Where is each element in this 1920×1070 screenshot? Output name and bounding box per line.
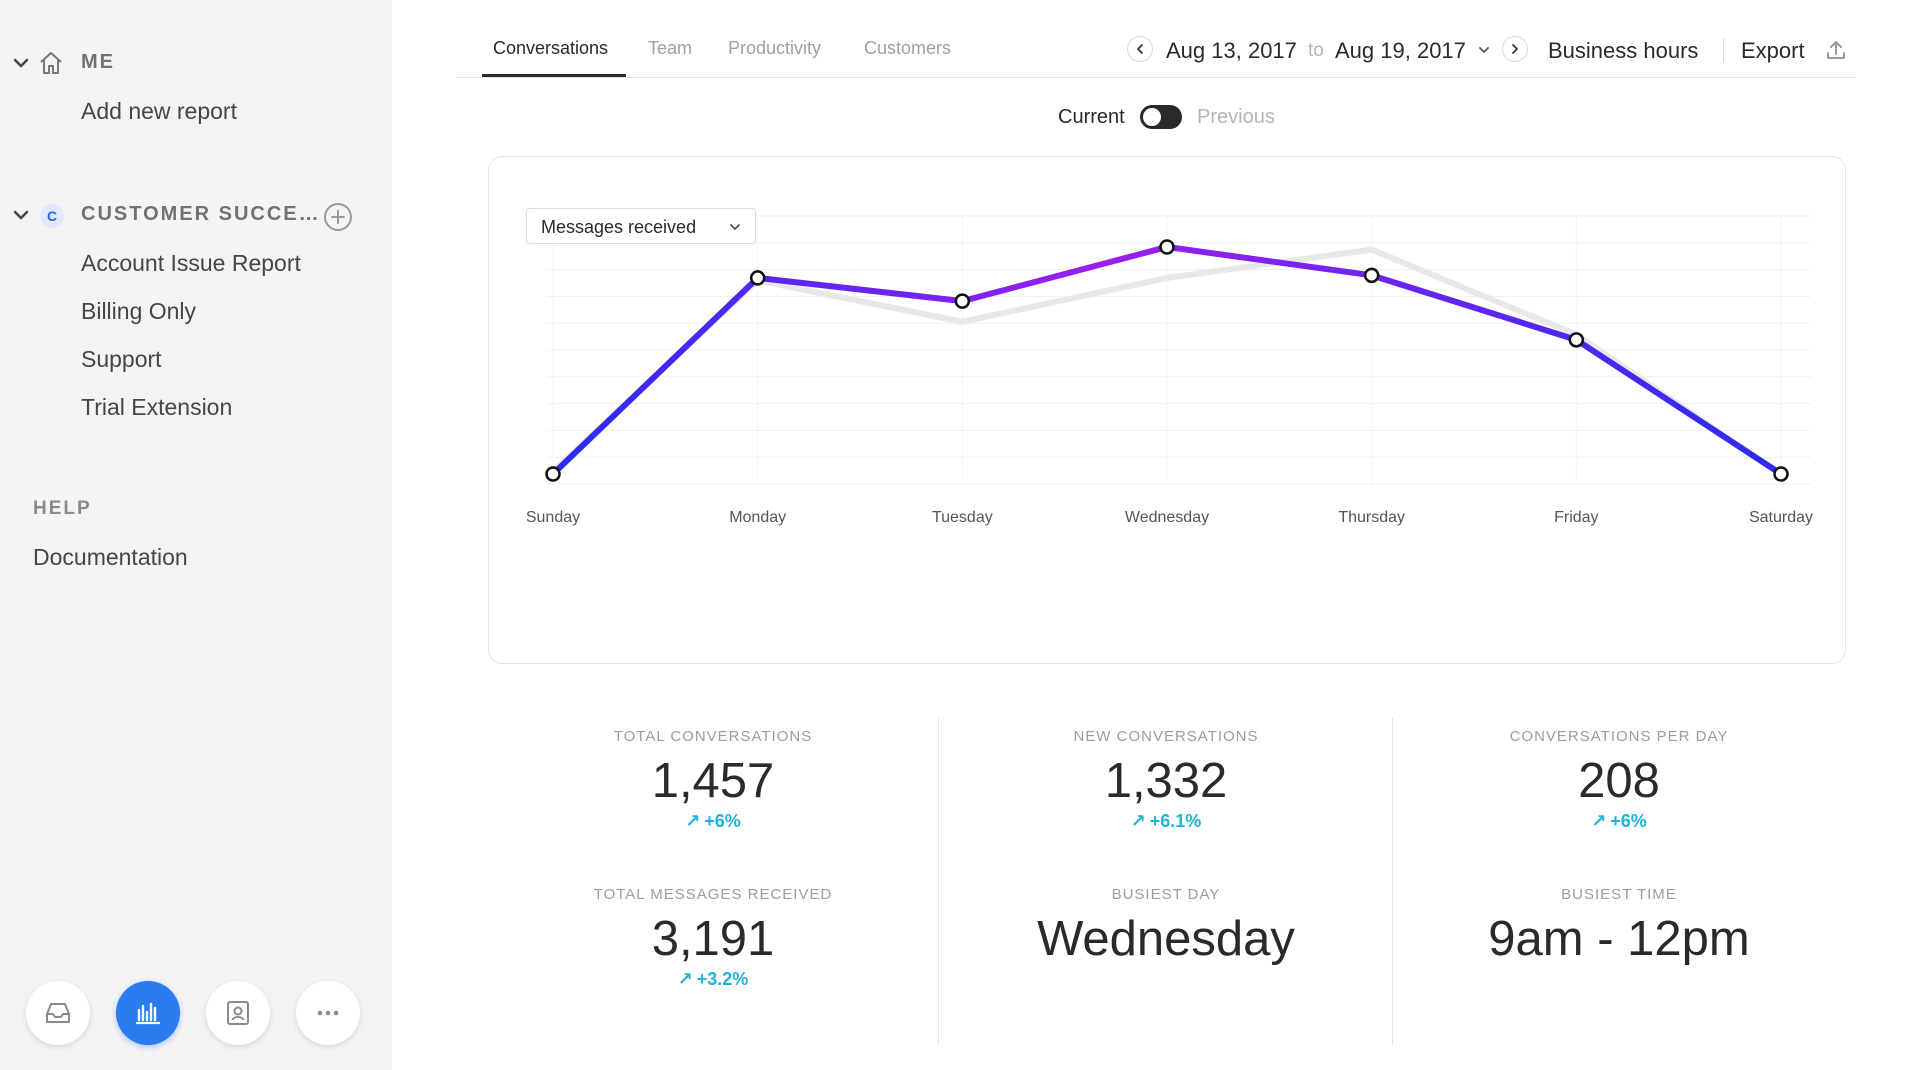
period-toggle[interactable]: [1140, 105, 1182, 129]
sidebar-item-billing-only[interactable]: Billing Only: [81, 298, 197, 324]
business-hours-filter[interactable]: Business hours: [1548, 38, 1699, 63]
upload-icon[interactable]: [1824, 38, 1848, 62]
toggle-knob: [1143, 108, 1161, 126]
tab-productivity[interactable]: Productivity: [728, 38, 822, 58]
sidebar-item-trial-extension[interactable]: Trial Extension: [81, 394, 233, 420]
tabs-divider: [456, 77, 1856, 78]
trend-up-icon: ↗: [685, 811, 701, 831]
app-dock: [26, 981, 366, 1047]
x-tick-label: Wednesday: [1125, 509, 1209, 526]
chevron-down-icon[interactable]: [1477, 43, 1491, 57]
sidebar-item-support[interactable]: Support: [81, 346, 162, 372]
add-circle-icon[interactable]: [322, 201, 354, 233]
data-point: [545, 466, 561, 482]
stat-label: NEW CONVERSATIONS: [1073, 728, 1259, 745]
trend-up-icon: ↗: [677, 969, 693, 989]
stat-delta: ↗ +3.2%: [487, 969, 939, 990]
home-icon: [40, 52, 62, 74]
next-week-button[interactable]: [1502, 36, 1528, 62]
tab-conversations[interactable]: Conversations: [493, 38, 609, 58]
current-period-label[interactable]: Current: [1058, 106, 1125, 128]
stat-delta: ↗ +6%: [1393, 811, 1845, 832]
previous-period-label[interactable]: Previous: [1197, 106, 1275, 128]
export-button[interactable]: Export: [1741, 38, 1805, 63]
stat-label: CONVERSATIONS PER DAY: [1509, 728, 1729, 745]
stat-value: 208: [1578, 754, 1660, 808]
data-point: [749, 270, 766, 286]
stat-total-messages-received: TOTAL MESSAGES RECEIVED 3,191 ↗ +3.2%: [487, 886, 939, 990]
team-avatar: C: [40, 204, 64, 228]
analytics-icon: [135, 1002, 161, 1025]
stat-delta-value: +6%: [1610, 811, 1647, 831]
x-tick-label: Tuesday: [932, 509, 993, 526]
stat-busiest-day: BUSIEST DAY Wednesday: [940, 886, 1392, 967]
chevron-down-icon: [730, 224, 740, 230]
stats-divider: [1392, 718, 1393, 1045]
contacts-button[interactable]: [206, 981, 270, 1045]
stat-label: BUSIEST TIME: [1561, 886, 1677, 903]
stats-divider: [938, 718, 939, 1045]
inbox-icon: [46, 1003, 70, 1023]
data-point: [954, 293, 971, 309]
stat-label: TOTAL MESSAGES RECEIVED: [593, 886, 833, 903]
sidebar-help-title: HELP: [33, 498, 92, 519]
stat-value: 3,191: [651, 912, 775, 966]
stat-value: 1,332: [1104, 754, 1228, 808]
stat-conversations-per-day: CONVERSATIONS PER DAY 208 ↗ +6%: [1393, 728, 1845, 832]
sidebar-section-me[interactable]: ME: [0, 42, 392, 82]
stat-delta-value: +6.1%: [1149, 811, 1202, 831]
active-tab-indicator: [482, 74, 626, 77]
data-point: [1773, 466, 1789, 482]
messages-line-chart: Sunday Monday Tuesday Wednesday Thursday Frid…: [526, 215, 1813, 526]
more-icon: [317, 1010, 339, 1016]
date-range-separator: to: [1308, 40, 1324, 61]
x-tick-label: Thursday: [1338, 509, 1405, 526]
stat-busiest-time: BUSIEST TIME 9am - 12pm: [1393, 886, 1845, 967]
sidebar-item-documentation[interactable]: Documentation: [33, 544, 188, 570]
sidebar-item-add-new-report[interactable]: Add new report: [81, 98, 237, 124]
metric-select[interactable]: Messages received: [526, 208, 756, 244]
chevron-down-icon[interactable]: [12, 206, 30, 224]
sidebar-section-team[interactable]: C CUSTOMER SUCCE…: [0, 194, 392, 234]
trend-up-icon: ↗: [1130, 811, 1146, 831]
metric-select-value: Messages received: [541, 217, 697, 237]
tab-customers[interactable]: Customers: [864, 38, 952, 58]
stat-value: 1,457: [651, 754, 775, 808]
chevron-left-icon: [1137, 44, 1143, 54]
data-point: [1568, 332, 1585, 348]
more-button[interactable]: [296, 981, 360, 1045]
sidebar-section-title: ME: [81, 51, 115, 73]
stat-label: TOTAL CONVERSATIONS: [613, 728, 813, 745]
contacts-icon: [227, 1001, 249, 1025]
chevron-down-icon[interactable]: [12, 54, 30, 72]
inbox-button[interactable]: [26, 981, 90, 1045]
stat-label: BUSIEST DAY: [1111, 886, 1221, 903]
date-range-start[interactable]: Aug 13, 2017: [1166, 38, 1297, 63]
stat-total-conversations: TOTAL CONVERSATIONS 1,457 ↗ +6%: [487, 728, 939, 832]
previous-week-button[interactable]: [1127, 36, 1153, 62]
data-point: [1159, 239, 1175, 255]
x-tick-label: Friday: [1554, 509, 1598, 526]
x-tick-label: Sunday: [526, 509, 580, 526]
stat-delta-value: +6%: [704, 811, 741, 831]
data-point: [1363, 267, 1380, 284]
chevron-right-icon: [1512, 44, 1518, 54]
sidebar-item-account-issue-report[interactable]: Account Issue Report: [81, 250, 301, 276]
tab-team[interactable]: Team: [648, 38, 693, 58]
stat-value: 9am - 12pm: [1488, 912, 1750, 966]
stat-delta: ↗ +6.1%: [940, 811, 1392, 832]
x-tick-label: Saturday: [1749, 509, 1813, 526]
stat-value: Wednesday: [1037, 912, 1295, 966]
date-range-end[interactable]: Aug 19, 2017: [1335, 38, 1466, 63]
stat-new-conversations: NEW CONVERSATIONS 1,332 ↗ +6.1%: [940, 728, 1392, 832]
stat-delta-value: +3.2%: [696, 969, 749, 989]
trend-up-icon: ↗: [1591, 811, 1607, 831]
sidebar-section-title: CUSTOMER SUCCE…: [81, 203, 321, 225]
sidebar: ME Add new report C CUSTOMER SUCCE… Acco…: [0, 0, 392, 1070]
header-divider: [1723, 38, 1724, 62]
stat-delta: ↗ +6%: [487, 811, 939, 832]
x-tick-label: Monday: [729, 509, 786, 526]
analytics-button[interactable]: [116, 981, 180, 1045]
